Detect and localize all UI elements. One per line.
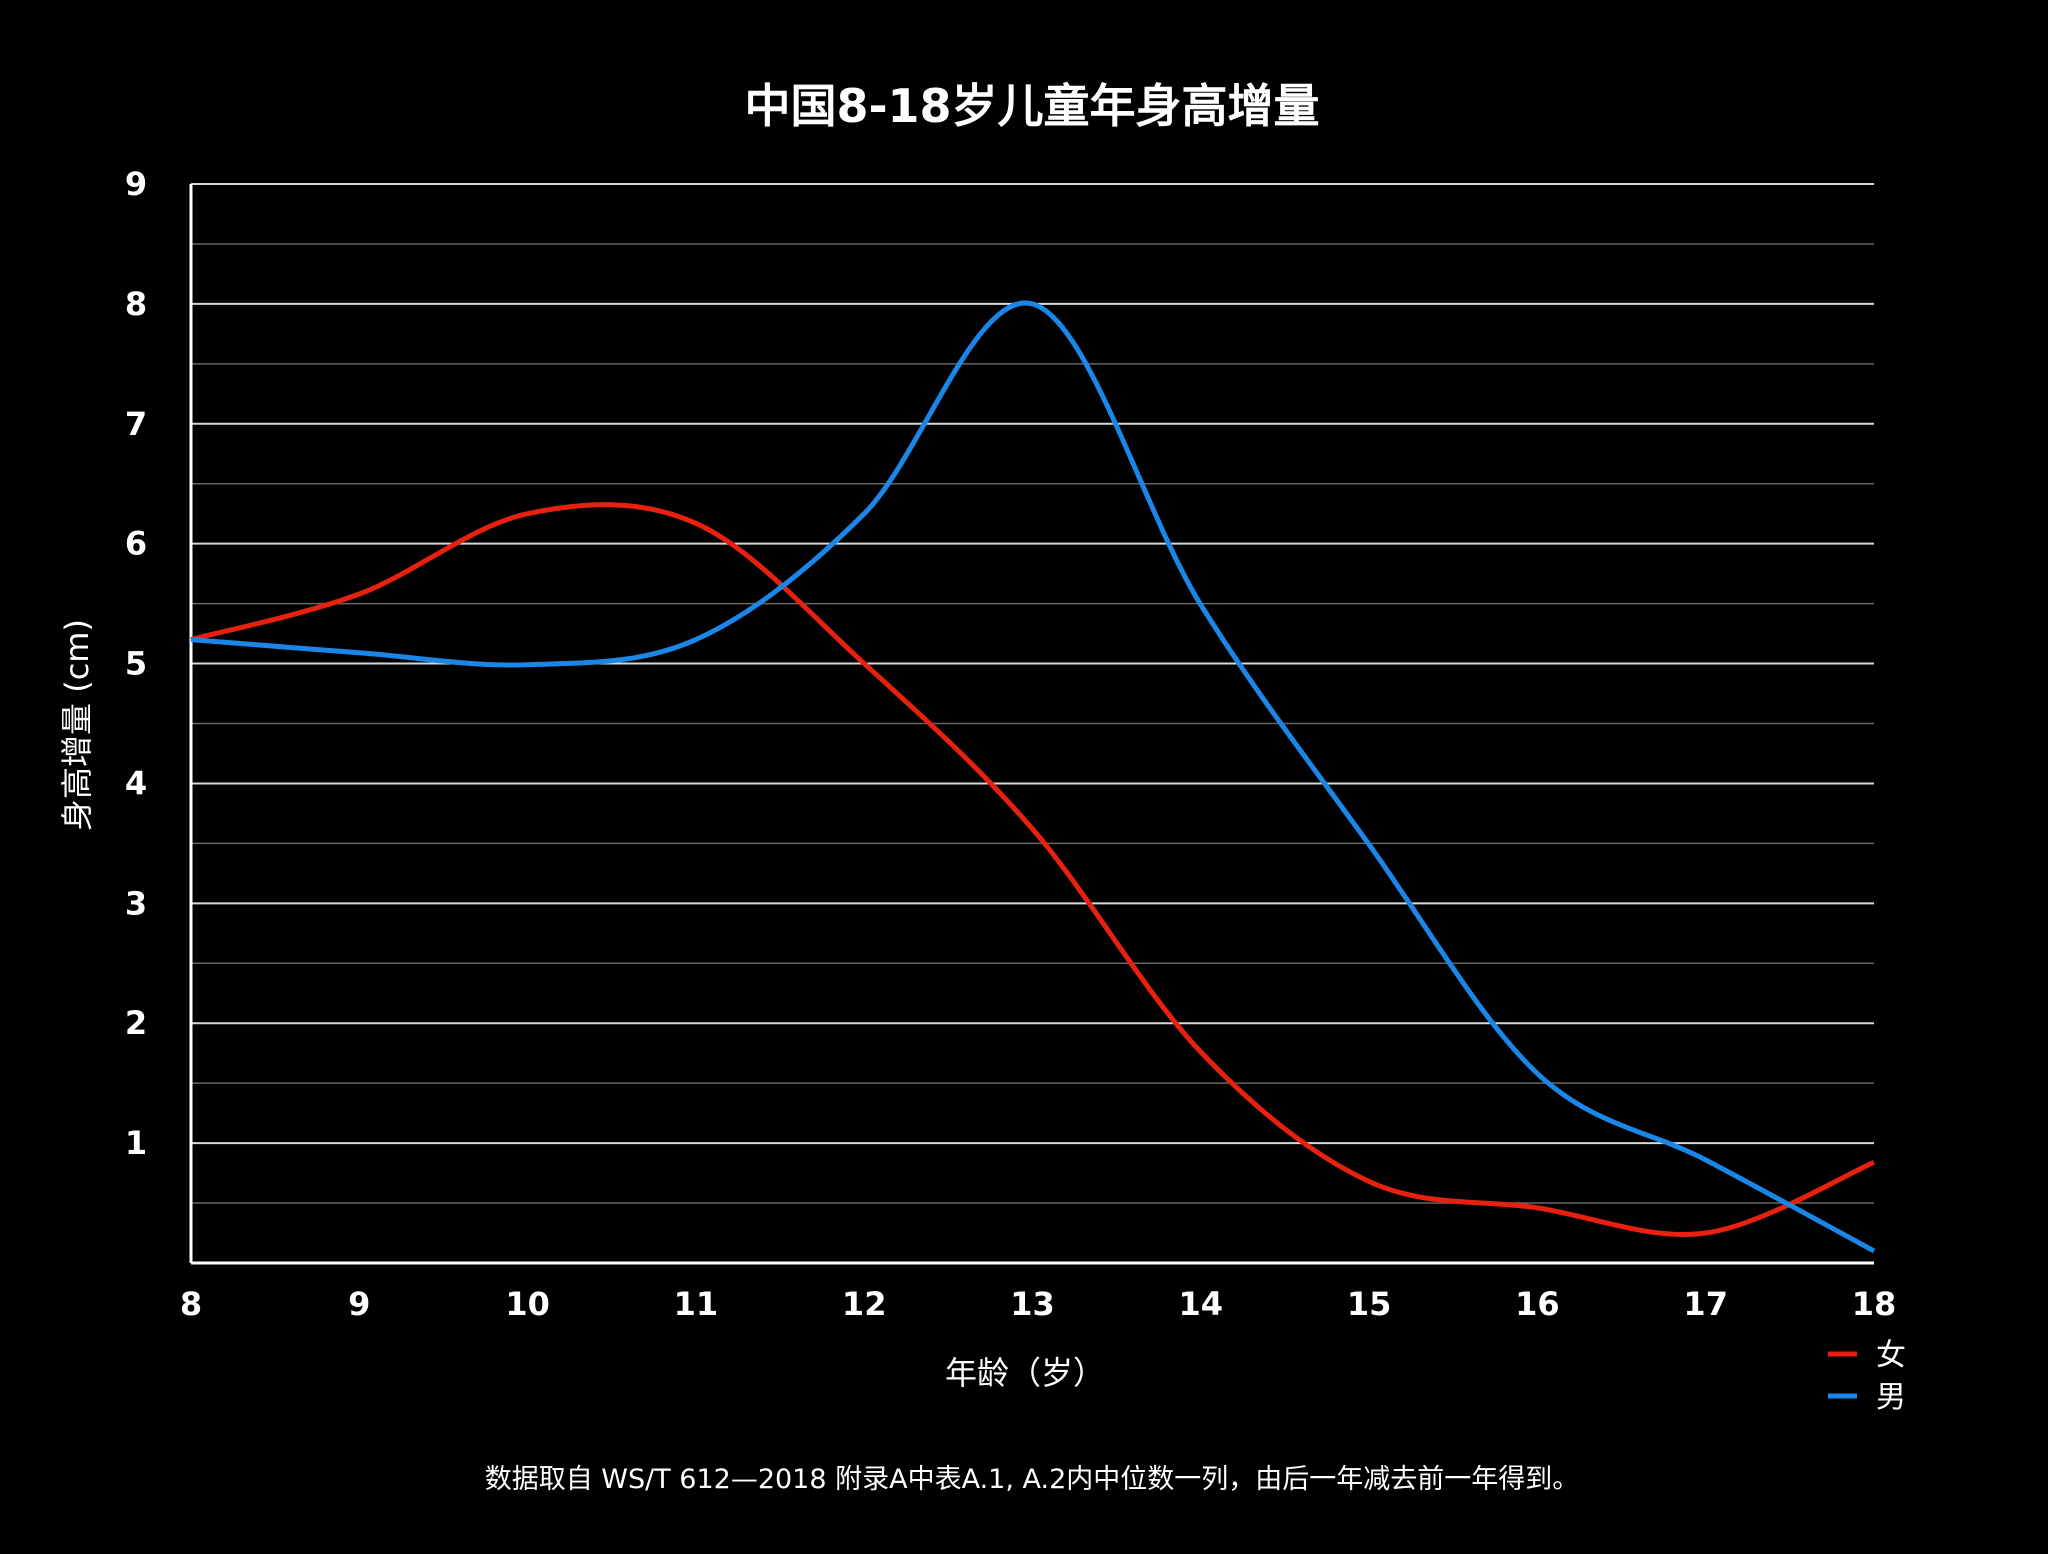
legend-label: 男 (1876, 1380, 1906, 1415)
y-tick-label: 1 (125, 1124, 147, 1162)
y-tick-label: 3 (125, 884, 147, 922)
series-line-女 (190, 502, 1875, 1237)
x-tick-label: 15 (1347, 1285, 1392, 1323)
y-tick-label: 4 (125, 764, 147, 802)
gridlines (191, 183, 1874, 1204)
x-tick-label: 9 (348, 1285, 370, 1323)
x-tick-label: 10 (505, 1285, 550, 1323)
x-tick-label: 11 (674, 1285, 719, 1323)
y-tick-label: 7 (125, 405, 147, 443)
x-tick-label: 18 (1852, 1285, 1897, 1323)
x-tick-label: 13 (1010, 1285, 1055, 1323)
axes (189, 184, 1874, 1265)
x-tick-labels: 8 9 10 11 12 13 14 15 16 17 18 (180, 1285, 1896, 1323)
x-tick-label: 12 (842, 1285, 887, 1323)
legend: 女男 (1828, 1338, 1906, 1415)
y-tick-label: 2 (125, 1004, 147, 1042)
x-tick-label: 17 (1683, 1285, 1728, 1323)
x-axis-label: 年龄（岁） (945, 1354, 1105, 1392)
legend-label: 女 (1876, 1338, 1906, 1373)
series-lines (190, 300, 1876, 1254)
y-tick-label: 5 (125, 645, 147, 683)
x-tick-label: 8 (180, 1285, 202, 1323)
y-tick-labels: 1 2 3 4 5 6 7 8 9 (125, 165, 147, 1162)
chart-title: 中国8-18岁儿童年身高增量 (744, 79, 1319, 133)
series-line-男 (190, 300, 1876, 1254)
y-tick-label: 9 (125, 165, 147, 203)
footnote: 数据取自 WS/T 612—2018 附录A中表A.1, A.2内中位数一列，由… (485, 1464, 1580, 1495)
x-tick-label: 14 (1179, 1285, 1224, 1323)
y-tick-label: 6 (125, 525, 147, 563)
y-tick-label: 8 (125, 285, 147, 323)
x-tick-label: 16 (1515, 1285, 1560, 1323)
y-axis-label: 身高增量 (cm) (58, 619, 96, 831)
